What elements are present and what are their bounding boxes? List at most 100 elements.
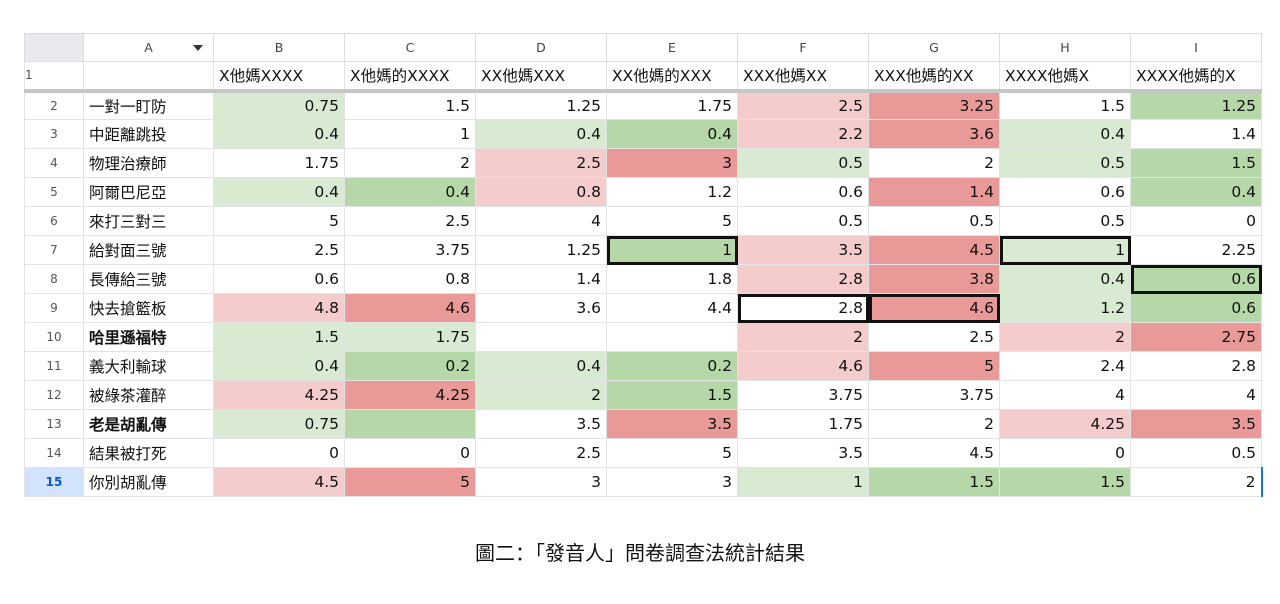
data-cell[interactable]: 0 [344, 438, 476, 468]
data-cell[interactable]: 4.5 [868, 438, 1000, 468]
data-cell[interactable]: 1.25 [1130, 90, 1262, 120]
select-all-corner[interactable] [24, 33, 84, 62]
data-cell[interactable]: 2 [737, 322, 869, 352]
data-cell[interactable]: 0.4 [344, 177, 476, 207]
column-header-f[interactable]: F [737, 33, 869, 62]
row-header[interactable]: 1 [24, 61, 84, 93]
row-header[interactable]: 3 [24, 119, 84, 149]
data-cell[interactable]: 4 [1130, 380, 1262, 410]
column-header-c[interactable]: C [344, 33, 476, 62]
data-cell[interactable]: 4.8 [213, 293, 345, 323]
data-cell[interactable]: 1.5 [213, 322, 345, 352]
data-cell[interactable]: 5 [606, 438, 738, 468]
data-cell[interactable]: 0.5 [737, 148, 869, 178]
column-header-d[interactable]: D [475, 33, 607, 62]
data-cell[interactable]: 1.2 [999, 293, 1131, 323]
data-cell[interactable]: 1.4 [1130, 119, 1262, 149]
data-cell[interactable] [344, 409, 476, 439]
data-cell[interactable]: 1.5 [868, 467, 1000, 497]
data-cell[interactable]: 4 [999, 380, 1131, 410]
column-header-i[interactable]: I [1130, 33, 1262, 62]
data-cell[interactable]: 3.5 [737, 438, 869, 468]
data-cell[interactable]: 0.75 [213, 90, 345, 120]
row-label-cell[interactable]: 被綠茶灌醉 [83, 380, 214, 410]
data-cell[interactable]: 4.6 [344, 293, 476, 323]
row-header[interactable]: 14 [24, 438, 84, 468]
data-cell[interactable]: 0.8 [344, 264, 476, 294]
data-cell[interactable]: 0.4 [1130, 177, 1262, 207]
data-cell[interactable]: 2.4 [999, 351, 1131, 381]
row-header[interactable]: 5 [24, 177, 84, 207]
data-cell[interactable]: 1.25 [475, 90, 607, 120]
data-cell[interactable]: 5 [213, 206, 345, 236]
row-label-cell[interactable]: 義大利輸球 [83, 351, 214, 381]
column-header-a[interactable]: A [83, 33, 214, 62]
column-header-g[interactable]: G [868, 33, 1000, 62]
data-cell[interactable] [606, 322, 738, 352]
data-cell[interactable] [475, 322, 607, 352]
data-cell[interactable]: 1.2 [606, 177, 738, 207]
data-cell[interactable]: 1.5 [606, 380, 738, 410]
row-label-cell[interactable]: 物理治療師 [83, 148, 214, 178]
header-cell[interactable]: X他媽XXXX [213, 61, 345, 93]
data-cell[interactable]: 0.5 [999, 206, 1131, 236]
data-cell[interactable]: 1 [344, 119, 476, 149]
row-label-cell[interactable]: 一對一盯防 [83, 90, 214, 120]
data-cell[interactable]: 0.75 [213, 409, 345, 439]
row-label-cell[interactable]: 老是胡亂傳 [83, 409, 214, 439]
data-cell[interactable]: 1.4 [475, 264, 607, 294]
data-cell[interactable]: 4.6 [868, 293, 1000, 323]
header-cell[interactable]: XXX他媽XX [737, 61, 869, 93]
data-cell[interactable]: 2.5 [737, 90, 869, 120]
data-cell[interactable]: 1.75 [213, 148, 345, 178]
data-cell[interactable]: 1.75 [737, 409, 869, 439]
data-cell[interactable]: 0.6 [1130, 264, 1262, 294]
row-header[interactable]: 7 [24, 235, 84, 265]
row-header[interactable]: 12 [24, 380, 84, 410]
data-cell[interactable]: 3.5 [475, 409, 607, 439]
data-cell[interactable]: 0.4 [213, 177, 345, 207]
data-cell[interactable]: 2.8 [737, 293, 869, 323]
data-cell[interactable]: 1.5 [1130, 148, 1262, 178]
data-cell[interactable]: 5 [606, 206, 738, 236]
data-cell[interactable]: 1.5 [999, 90, 1131, 120]
data-cell[interactable]: 4.25 [999, 409, 1131, 439]
data-cell[interactable]: 0.4 [213, 119, 345, 149]
data-cell[interactable]: 2.25 [1130, 235, 1262, 265]
data-cell[interactable]: 0.8 [475, 177, 607, 207]
data-cell[interactable]: 3.5 [737, 235, 869, 265]
data-cell[interactable]: 3.75 [737, 380, 869, 410]
data-cell[interactable]: 4.25 [213, 380, 345, 410]
data-cell[interactable]: 2 [344, 148, 476, 178]
data-cell[interactable]: 3 [606, 467, 738, 497]
data-cell[interactable]: 1 [999, 235, 1131, 265]
data-cell[interactable]: 0.5 [868, 206, 1000, 236]
data-cell[interactable]: 4.25 [344, 380, 476, 410]
row-header[interactable]: 2 [24, 90, 84, 120]
data-cell[interactable]: 0.4 [999, 119, 1131, 149]
row-label-cell[interactable]: 哈里遜福特 [83, 322, 214, 352]
data-cell[interactable]: 1.5 [344, 90, 476, 120]
data-cell[interactable]: 3.5 [1130, 409, 1262, 439]
data-cell[interactable]: 0 [213, 438, 345, 468]
data-cell[interactable]: 0.2 [606, 351, 738, 381]
data-cell[interactable]: 4.5 [213, 467, 345, 497]
data-cell[interactable]: 4.4 [606, 293, 738, 323]
data-cell[interactable]: 2.2 [737, 119, 869, 149]
data-cell[interactable]: 3.8 [868, 264, 1000, 294]
data-cell[interactable]: 2.8 [737, 264, 869, 294]
data-cell[interactable]: 0.6 [737, 177, 869, 207]
header-cell[interactable]: XX他媽的XXX [606, 61, 738, 93]
data-cell[interactable]: 2.5 [213, 235, 345, 265]
row-header[interactable]: 8 [24, 264, 84, 294]
data-cell[interactable]: 3.5 [606, 409, 738, 439]
data-cell[interactable]: 0.5 [737, 206, 869, 236]
data-cell[interactable]: 2.75 [1130, 322, 1262, 352]
data-cell[interactable]: 2.5 [344, 206, 476, 236]
row-label-cell[interactable]: 你別胡亂傳 [83, 467, 214, 497]
header-cell[interactable]: XX他媽XXX [475, 61, 607, 93]
row-label-cell[interactable]: 結果被打死 [83, 438, 214, 468]
data-cell[interactable]: 0.4 [475, 351, 607, 381]
row-label-cell[interactable]: 阿爾巴尼亞 [83, 177, 214, 207]
column-header-e[interactable]: E [606, 33, 738, 62]
